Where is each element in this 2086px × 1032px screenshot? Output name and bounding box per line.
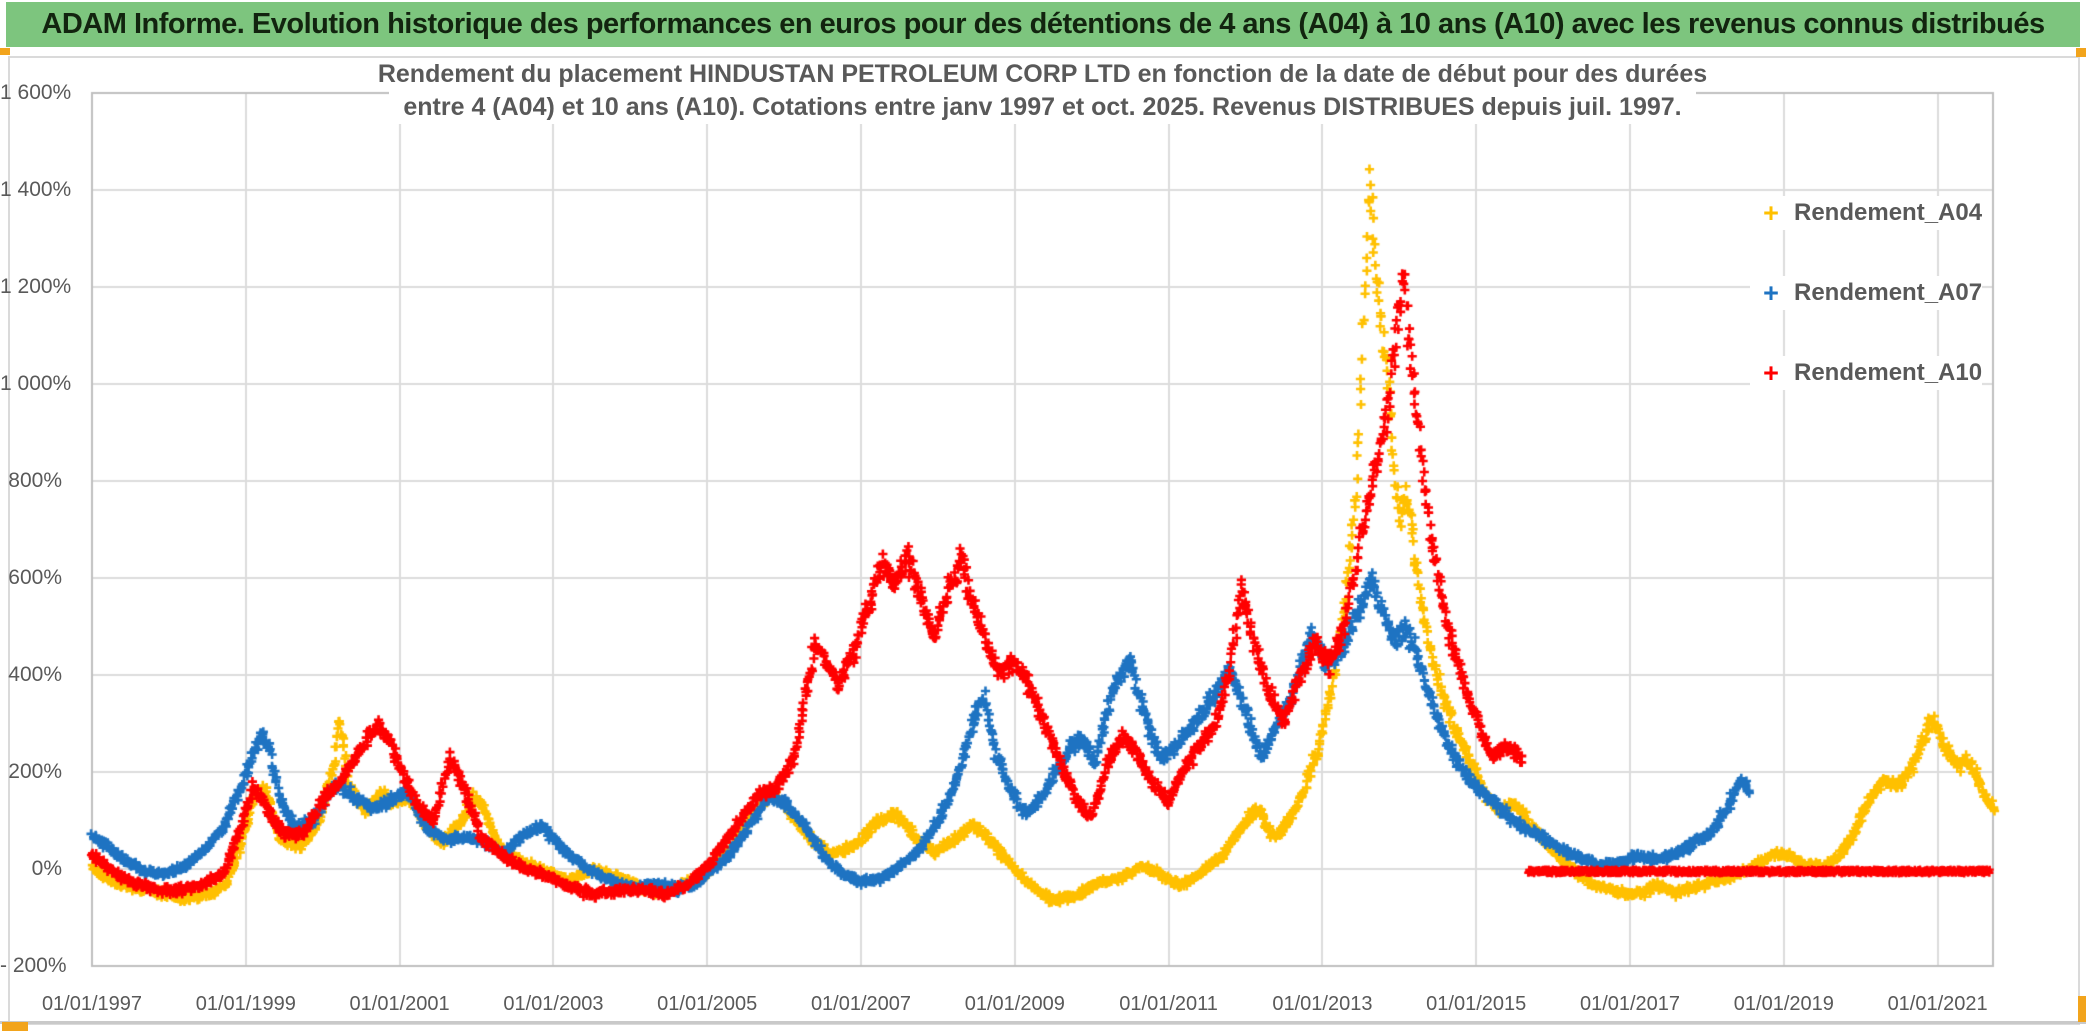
bottom-divider xyxy=(0,1021,2086,1024)
legend-label: Rendement_A07 xyxy=(1794,279,1983,306)
legend-item-a10: + Rendement_A10 xyxy=(1750,356,1983,390)
legend-item-a07: + Rendement_A07 xyxy=(1750,276,1983,310)
chart-title-line1: Rendement du placement HINDUSTAN PETROLE… xyxy=(363,58,1722,91)
plus-marker-icon: + xyxy=(1763,358,1779,388)
x-axis-label: 01/01/2011 xyxy=(1119,993,1218,1015)
corner-accent xyxy=(2076,48,2086,57)
x-axis-label: 01/01/2021 xyxy=(1887,993,1988,1015)
y-axis-label: 1 400% xyxy=(0,178,72,201)
report-title: ADAM Informe. Evolution historique des p… xyxy=(41,8,2045,40)
x-axis-label: 01/01/2017 xyxy=(1579,993,1681,1015)
y-axis-label: - 200% xyxy=(0,954,67,977)
legend-label: Rendement_A04 xyxy=(1794,199,1983,226)
x-axis-label: 01/01/1997 xyxy=(41,993,143,1015)
x-axis-label: 01/01/1999 xyxy=(195,993,296,1015)
x-axis-label: 01/01/2005 xyxy=(657,993,758,1015)
plus-marker-icon: + xyxy=(1763,198,1779,228)
corner-accent xyxy=(0,48,10,55)
chart-title-line2: entre 4 (A04) et 10 ans (A10). Cotations… xyxy=(389,91,1696,124)
chart-legend: + Rendement_A04 + Rendement_A07 + Rendem… xyxy=(1750,196,1983,436)
y-axis-label: 800% xyxy=(8,469,62,492)
legend-label: Rendement_A10 xyxy=(1794,359,1983,386)
corner-accent xyxy=(2078,996,2086,1022)
plus-marker-icon: + xyxy=(1763,278,1779,308)
x-axis-label: 01/01/2013 xyxy=(1272,993,1373,1015)
report-title-banner: ADAM Informe. Evolution historique des p… xyxy=(6,2,2080,47)
x-axis-label: 01/01/2009 xyxy=(964,993,1065,1015)
x-axis-label: 01/01/2019 xyxy=(1733,993,1834,1015)
y-axis-label: 600% xyxy=(8,566,62,589)
y-axis-label: 1 000% xyxy=(0,372,72,395)
x-axis-label: 01/01/2001 xyxy=(349,993,450,1015)
y-axis-label: 1 600% xyxy=(0,81,72,104)
chart-frame xyxy=(8,56,2080,1025)
chart-title: Rendement du placement HINDUSTAN PETROLE… xyxy=(92,58,1993,124)
y-axis-label: 1 200% xyxy=(0,275,72,298)
x-axis-label: 01/01/2007 xyxy=(810,993,912,1015)
y-axis-label: 200% xyxy=(8,760,62,783)
x-axis-label: 01/01/2015 xyxy=(1426,993,1527,1015)
legend-item-a04: + Rendement_A04 xyxy=(1750,196,1983,230)
y-axis-label: 0% xyxy=(31,857,62,880)
x-axis-label: 01/01/2003 xyxy=(503,993,604,1015)
y-axis-label: 400% xyxy=(8,663,62,686)
corner-accent xyxy=(2,1022,28,1031)
